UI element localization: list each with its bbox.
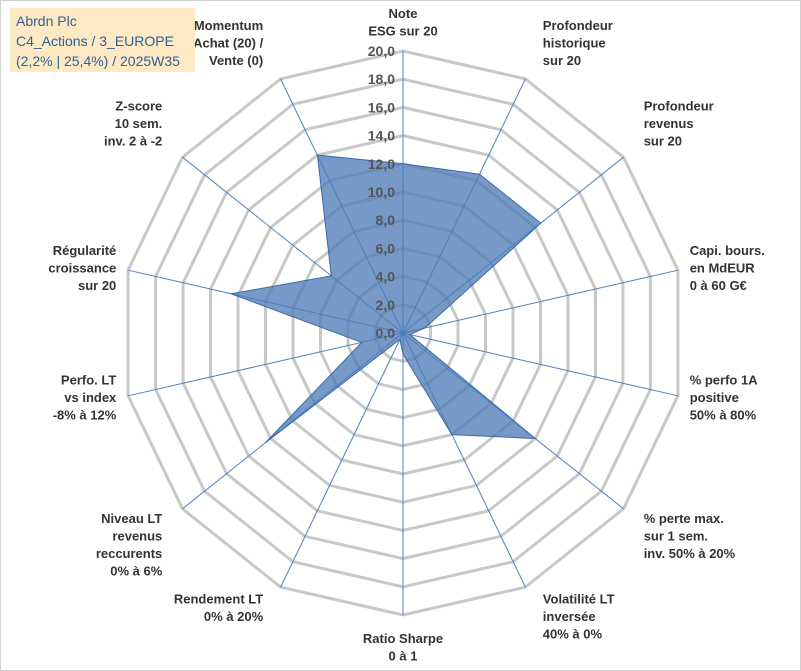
tick-label: 18,0 — [368, 71, 395, 87]
tick-labels: 0,0 2,0 4,0 6,0 8,0 10,0 12,0 14,0 16,0 18,0 20,0 — [368, 43, 395, 341]
tick-label: 10,0 — [368, 184, 395, 200]
axis-label: % perte max. sur 1 sem. inv. 50% à 20% — [644, 511, 736, 561]
tick-label: 14,0 — [368, 128, 395, 144]
data-polygon — [229, 154, 542, 444]
title-company: Abrdn Plc — [16, 13, 77, 29]
axis-spoke — [280, 332, 404, 588]
tick-label: 6,0 — [376, 240, 396, 256]
axis-label: Capi. bours. en MdEUR 0 à 60 G€ — [690, 243, 765, 293]
axis-label: Ratio Sharpe 0 à 1 — [363, 631, 443, 664]
tick-label: 16,0 — [368, 99, 395, 115]
axis-label: Note ESG sur 20 — [368, 6, 437, 39]
data-series — [229, 154, 542, 444]
axis-label: Profondeur revenus sur 20 — [644, 99, 714, 149]
tick-label: 2,0 — [376, 297, 396, 313]
axis-label: Perfo. LT vs index -8% à 12% — [53, 372, 117, 422]
axis-label: Momentum Achat (20) / Vente (0) — [193, 18, 263, 68]
tick-label: 8,0 — [376, 212, 396, 228]
tick-label: 12,0 — [368, 156, 395, 172]
tick-label: 20,0 — [368, 43, 395, 59]
title-box: Abrdn Plc C4_Actions / 3_EUROPE (2,2% | … — [10, 8, 195, 72]
axis-spoke — [402, 332, 679, 397]
axis-label: Niveau LT revenus reccurents 0% à 6% — [96, 511, 163, 579]
axis-spoke — [127, 332, 404, 397]
axis-label: Volatilité LT inversée 40% à 0% — [543, 591, 615, 641]
title-stats: (2,2% | 25,4%) / 2025W35 — [16, 53, 180, 69]
axis-label: Profondeur historique sur 20 — [543, 18, 613, 68]
axis-labels: Note ESG sur 20 Profondeur historique sur 20… — [48, 6, 764, 664]
axis-spoke — [402, 269, 679, 334]
tick-label: 4,0 — [376, 269, 396, 285]
axis-label: Rendement LT 0% à 20% — [174, 591, 264, 624]
tick-label: 0,0 — [376, 325, 396, 341]
title-category: C4_Actions / 3_EUROPE — [16, 33, 174, 49]
axis-label: Z-score 10 sem. inv. 2 à -2 — [104, 99, 162, 149]
axis-label: Régularité croissance sur 20 — [48, 243, 116, 293]
axis-label: % perfo 1A positive 50% à 80% — [690, 372, 759, 422]
